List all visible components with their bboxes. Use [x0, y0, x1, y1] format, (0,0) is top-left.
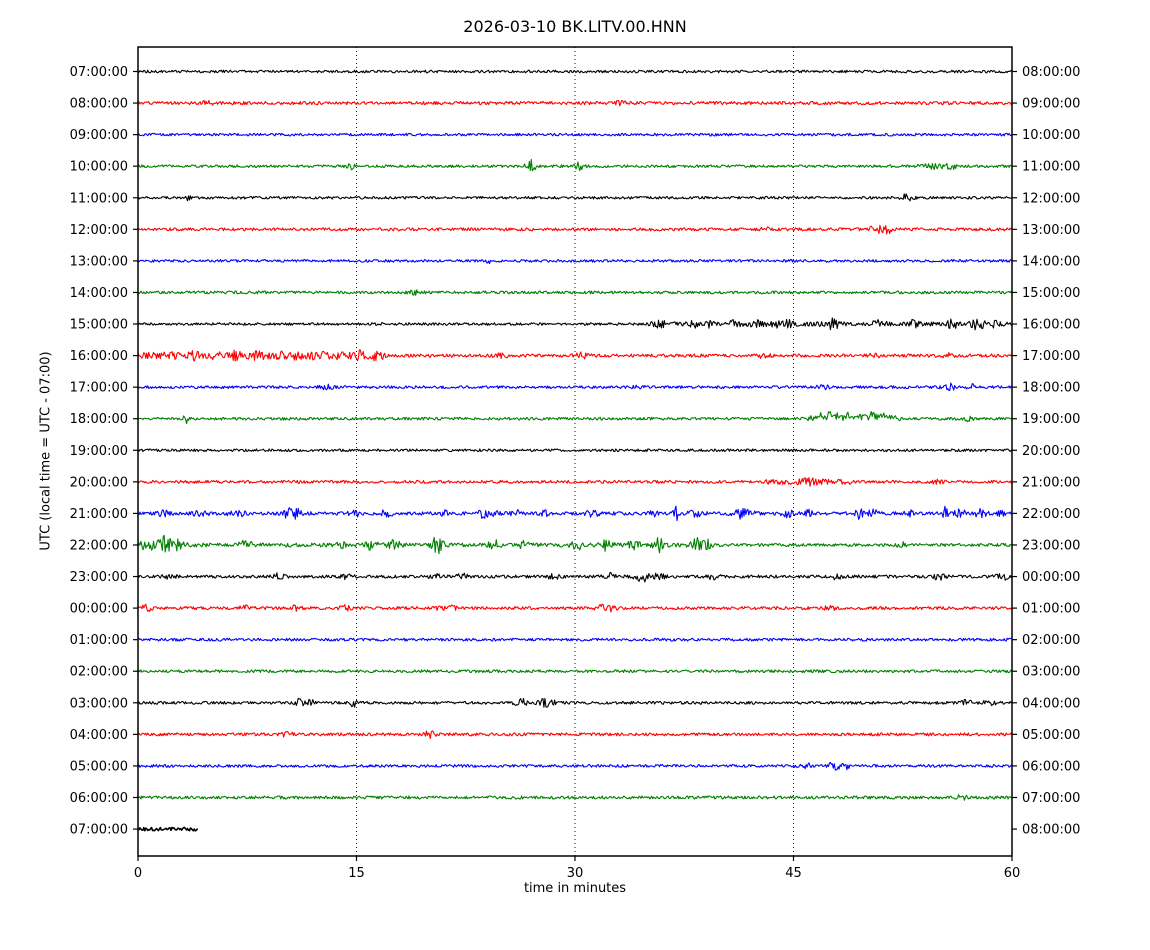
trace-utc-070000	[137, 69, 1013, 74]
local-time-label: 15:00:00	[1022, 286, 1080, 301]
trace-utc-210000	[137, 505, 1013, 522]
utc-time-label: 08:00:00	[70, 97, 128, 112]
trace-utc-060000	[137, 794, 1013, 801]
local-time-label: 18:00:00	[1022, 381, 1080, 396]
utc-time-label: 05:00:00	[70, 759, 128, 774]
trace-utc-190000	[137, 448, 1013, 453]
utc-time-label: 09:00:00	[70, 128, 128, 143]
trace-utc-080000	[137, 99, 1013, 107]
local-time-label: 05:00:00	[1022, 728, 1080, 743]
local-time-label: 19:00:00	[1022, 412, 1080, 427]
local-time-label: 04:00:00	[1022, 696, 1080, 711]
local-time-label: 14:00:00	[1022, 254, 1080, 269]
utc-time-label: 22:00:00	[70, 538, 128, 553]
local-time-label: 01:00:00	[1022, 602, 1080, 617]
local-time-label: 08:00:00	[1022, 823, 1080, 838]
utc-time-label: 19:00:00	[70, 444, 128, 459]
trace-utc-140000	[137, 289, 1013, 296]
plot-title: 2026-03-10 BK.LITV.00.HNN	[463, 17, 687, 36]
utc-time-label: 12:00:00	[70, 223, 128, 238]
utc-time-label: 02:00:00	[70, 665, 128, 680]
trace-utc-130000	[137, 259, 1013, 265]
local-time-label: 16:00:00	[1022, 318, 1080, 333]
local-time-label: 09:00:00	[1022, 97, 1080, 112]
trace-utc-040000	[137, 730, 1013, 740]
local-time-label: 17:00:00	[1022, 349, 1080, 364]
utc-time-label: 07:00:00	[70, 823, 128, 838]
trace-utc-170000	[137, 382, 1013, 392]
trace-utc-220000	[137, 534, 1013, 555]
trace-utc-200000	[137, 477, 1013, 487]
utc-time-label: 14:00:00	[70, 286, 128, 301]
local-time-label: 12:00:00	[1022, 191, 1080, 206]
trace-utc-160000	[137, 349, 1013, 362]
utc-time-label: 16:00:00	[70, 349, 128, 364]
utc-time-label: 11:00:00	[70, 191, 128, 206]
trace-utc-230000	[137, 572, 1013, 583]
x-tick-label: 15	[348, 866, 365, 881]
x-tick-label: 0	[134, 866, 142, 881]
trace-utc-110000	[137, 193, 1013, 202]
local-time-label: 00:00:00	[1022, 570, 1080, 585]
trace-utc-100000	[137, 158, 1013, 172]
trace-utc-030000	[137, 697, 1013, 708]
trace-utc-090000	[137, 132, 1013, 137]
utc-time-label: 00:00:00	[70, 602, 128, 617]
utc-time-label: 01:00:00	[70, 633, 128, 648]
local-time-label: 23:00:00	[1022, 538, 1080, 553]
trace-utc-120000	[137, 224, 1013, 235]
trace-utc-020000	[137, 669, 1013, 674]
local-time-label: 08:00:00	[1022, 65, 1080, 80]
local-time-label: 06:00:00	[1022, 759, 1080, 774]
local-time-label: 13:00:00	[1022, 223, 1080, 238]
utc-time-label: 10:00:00	[70, 160, 128, 175]
local-time-label: 21:00:00	[1022, 475, 1080, 490]
utc-time-label: 20:00:00	[70, 475, 128, 490]
trace-utc-150000	[137, 317, 1013, 331]
x-tick-label: 30	[567, 866, 584, 881]
trace-utc-050000	[137, 761, 1013, 771]
utc-time-label: 18:00:00	[70, 412, 128, 427]
trace-utc-180000	[137, 410, 1013, 425]
trace-utc-070000	[137, 826, 198, 832]
utc-time-label: 23:00:00	[70, 570, 128, 585]
utc-time-label: 13:00:00	[70, 254, 128, 269]
utc-time-label: 03:00:00	[70, 696, 128, 711]
local-time-label: 03:00:00	[1022, 665, 1080, 680]
local-time-label: 07:00:00	[1022, 791, 1080, 806]
local-time-label: 22:00:00	[1022, 507, 1080, 522]
utc-time-label: 04:00:00	[70, 728, 128, 743]
local-time-label: 10:00:00	[1022, 128, 1080, 143]
local-time-label: 20:00:00	[1022, 444, 1080, 459]
x-tick-label: 45	[785, 866, 802, 881]
utc-time-label: 15:00:00	[70, 318, 128, 333]
utc-time-label: 07:00:00	[70, 65, 128, 80]
local-time-label: 02:00:00	[1022, 633, 1080, 648]
utc-time-label: 06:00:00	[70, 791, 128, 806]
trace-utc-000000	[137, 603, 1013, 613]
x-axis-label: time in minutes	[523, 881, 627, 896]
utc-time-label: 21:00:00	[70, 507, 128, 522]
trace-utc-010000	[137, 637, 1013, 642]
local-time-label: 11:00:00	[1022, 160, 1080, 175]
x-tick-label: 60	[1004, 866, 1021, 881]
utc-time-label: 17:00:00	[70, 381, 128, 396]
